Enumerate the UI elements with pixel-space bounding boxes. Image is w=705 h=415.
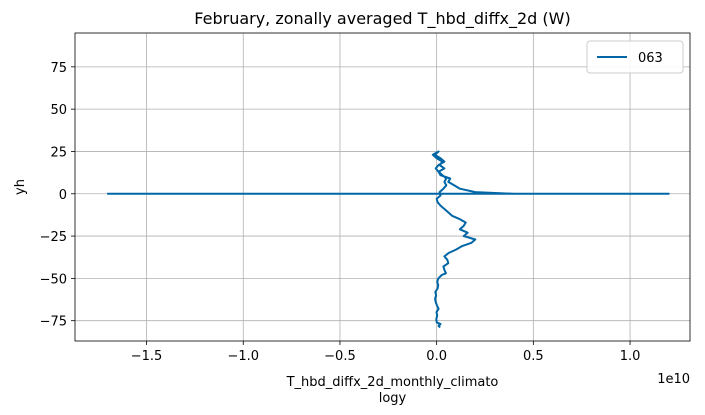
x-axis-offset-text: 1e10: [657, 372, 690, 387]
x-axis-label-line2: logy: [379, 391, 407, 406]
series-line-063: [106, 150, 670, 329]
x-tick-label: −0.5: [324, 349, 356, 364]
x-axis-label: T_hbd_diffx_2d_monthly_climato: [286, 375, 499, 390]
y-axis-ticks: −75 −50 −25 0 25 50 75: [40, 61, 75, 330]
chart-title: February, zonally averaged T_hbd_diffx_2…: [194, 9, 570, 29]
y-tick-label: −75: [40, 315, 67, 330]
x-tick-label: 0.0: [426, 349, 447, 364]
plot-frame: [74, 32, 691, 342]
y-axis-label: yh: [13, 179, 28, 195]
y-tick-label: 75: [50, 61, 67, 76]
y-tick-label: 50: [50, 103, 67, 118]
x-tick-label: 1.0: [620, 349, 641, 364]
y-tick-label: −25: [40, 230, 67, 245]
x-tick-label: 0.5: [523, 349, 544, 364]
y-tick-label: −50: [40, 272, 67, 287]
legend-box: [586, 40, 684, 74]
y-tick-label: 25: [50, 145, 67, 160]
legend: 063: [586, 40, 684, 74]
x-tick-label: −1.0: [227, 349, 259, 364]
series-layer: [106, 150, 670, 329]
legend-label: 063: [638, 51, 663, 66]
x-axis-ticks: −1.5 −1.0 −0.5 0.0 0.5 1.0: [131, 341, 641, 364]
y-tick-label: 0: [59, 188, 67, 203]
x-tick-label: −1.5: [131, 349, 163, 364]
